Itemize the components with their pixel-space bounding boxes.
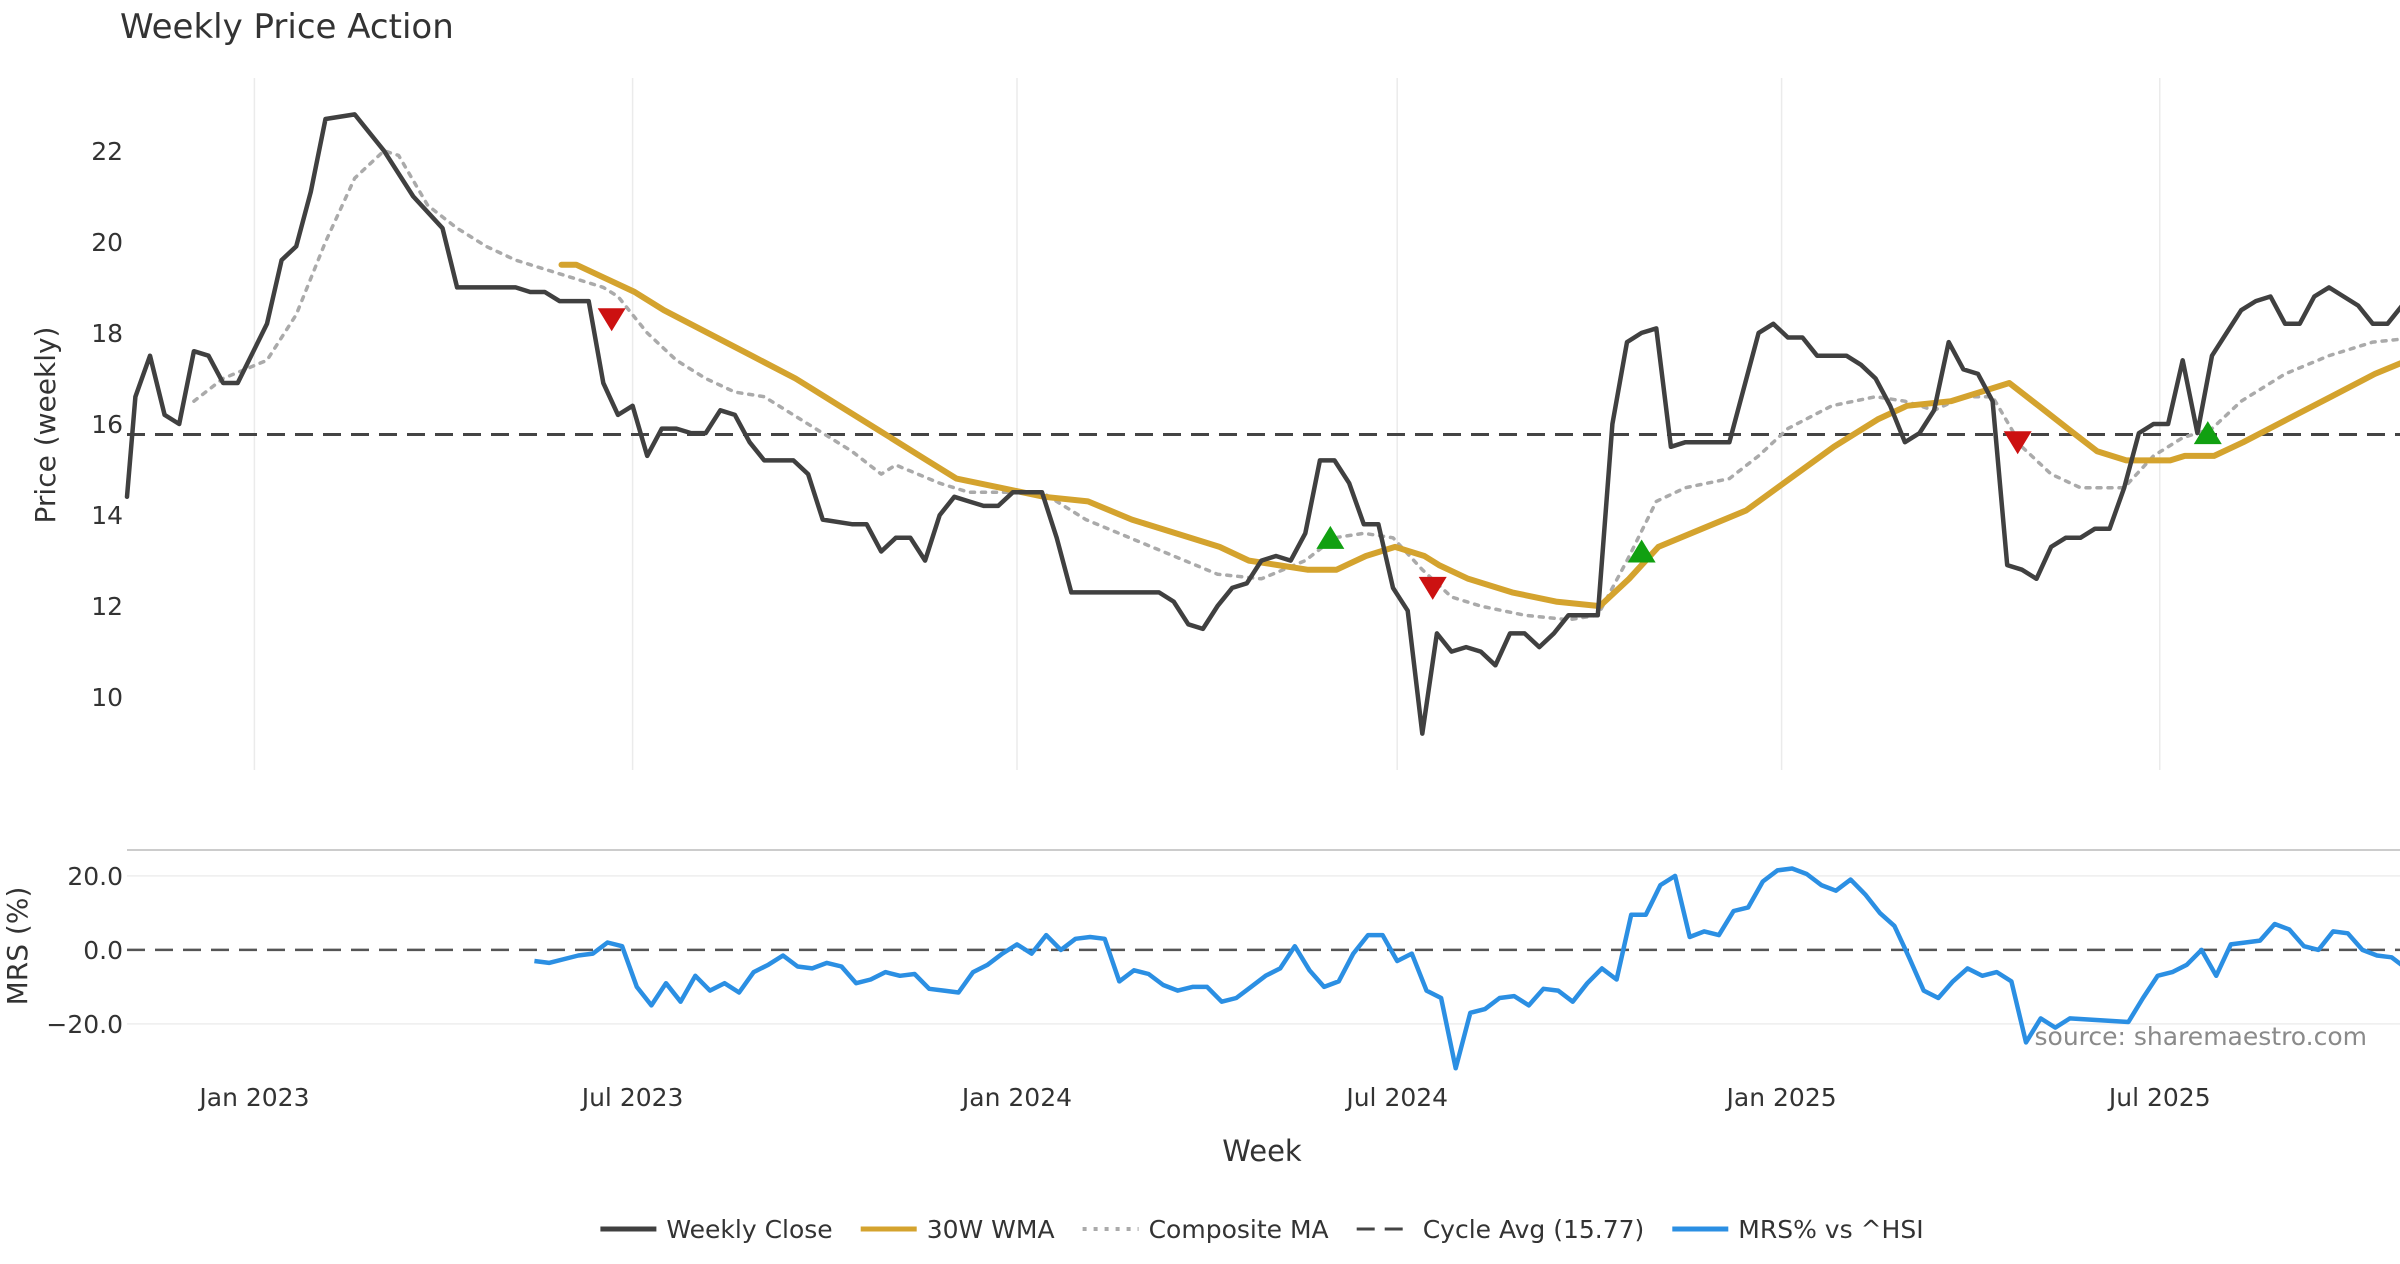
price-y-tick-label: 16 — [91, 410, 123, 439]
x-tick-label: Jul 2025 — [2107, 1083, 2211, 1112]
legend-item: Composite MA — [1083, 1215, 1329, 1244]
series-layer — [127, 114, 2400, 1068]
mrs-y-tick-label: −20.0 — [46, 1010, 123, 1039]
x-tick-label: Jan 2024 — [960, 1083, 1072, 1112]
sell-signal-marker — [598, 308, 626, 331]
grid-layer — [127, 78, 2400, 1024]
legend-label: Composite MA — [1149, 1215, 1329, 1244]
price-y-tick-label: 10 — [91, 683, 123, 712]
source-note: source: sharemaestro.com — [2035, 1022, 2368, 1051]
x-tick-label: Jul 2024 — [1344, 1083, 1448, 1112]
chart-title: Weekly Price Action — [120, 7, 454, 47]
x-tick-label: Jan 2023 — [197, 1083, 309, 1112]
legend-label: MRS% vs ^HSI — [1738, 1215, 1923, 1244]
legend-item: MRS% vs ^HSI — [1672, 1215, 1923, 1244]
legend-label: 30W WMA — [927, 1215, 1055, 1244]
mrs-y-tick-label: 20.0 — [67, 862, 123, 891]
legend-item: Cycle Avg (15.77) — [1357, 1215, 1645, 1244]
price-y-tick-label: 20 — [91, 228, 123, 257]
price-y-tick-label: 22 — [91, 137, 123, 166]
price-y-tick-label: 12 — [91, 592, 123, 621]
tick-layer: Jan 2023 Jul 2023 Jan 2024 Jul 2024 Jan 2025… — [46, 137, 2210, 1112]
sell-signal-marker — [1419, 577, 1447, 600]
price-y-tick-label: 18 — [91, 319, 123, 348]
legend: Weekly Close 30W WMA Composite MA Cycle Avg… — [600, 1215, 1923, 1244]
legend-label: Cycle Avg (15.77) — [1423, 1215, 1645, 1244]
price-y-tick-label: 14 — [91, 501, 123, 530]
mrs-y-tick-label: 0.0 — [83, 936, 123, 965]
legend-label: Weekly Close — [666, 1215, 832, 1244]
x-tick-label: Jul 2023 — [580, 1083, 684, 1112]
legend-item: Weekly Close — [600, 1215, 832, 1244]
reference-line-layer — [127, 434, 2400, 949]
x-axis-label: Week — [1222, 1134, 1302, 1168]
legend-item: 30W WMA — [861, 1215, 1055, 1244]
sell-signal-marker — [2004, 431, 2032, 454]
x-tick-label: Jan 2025 — [1725, 1083, 1837, 1112]
mrs-y-axis-label: MRS (%) — [1, 887, 34, 1006]
price-y-axis-label: Price (weekly) — [29, 327, 62, 524]
